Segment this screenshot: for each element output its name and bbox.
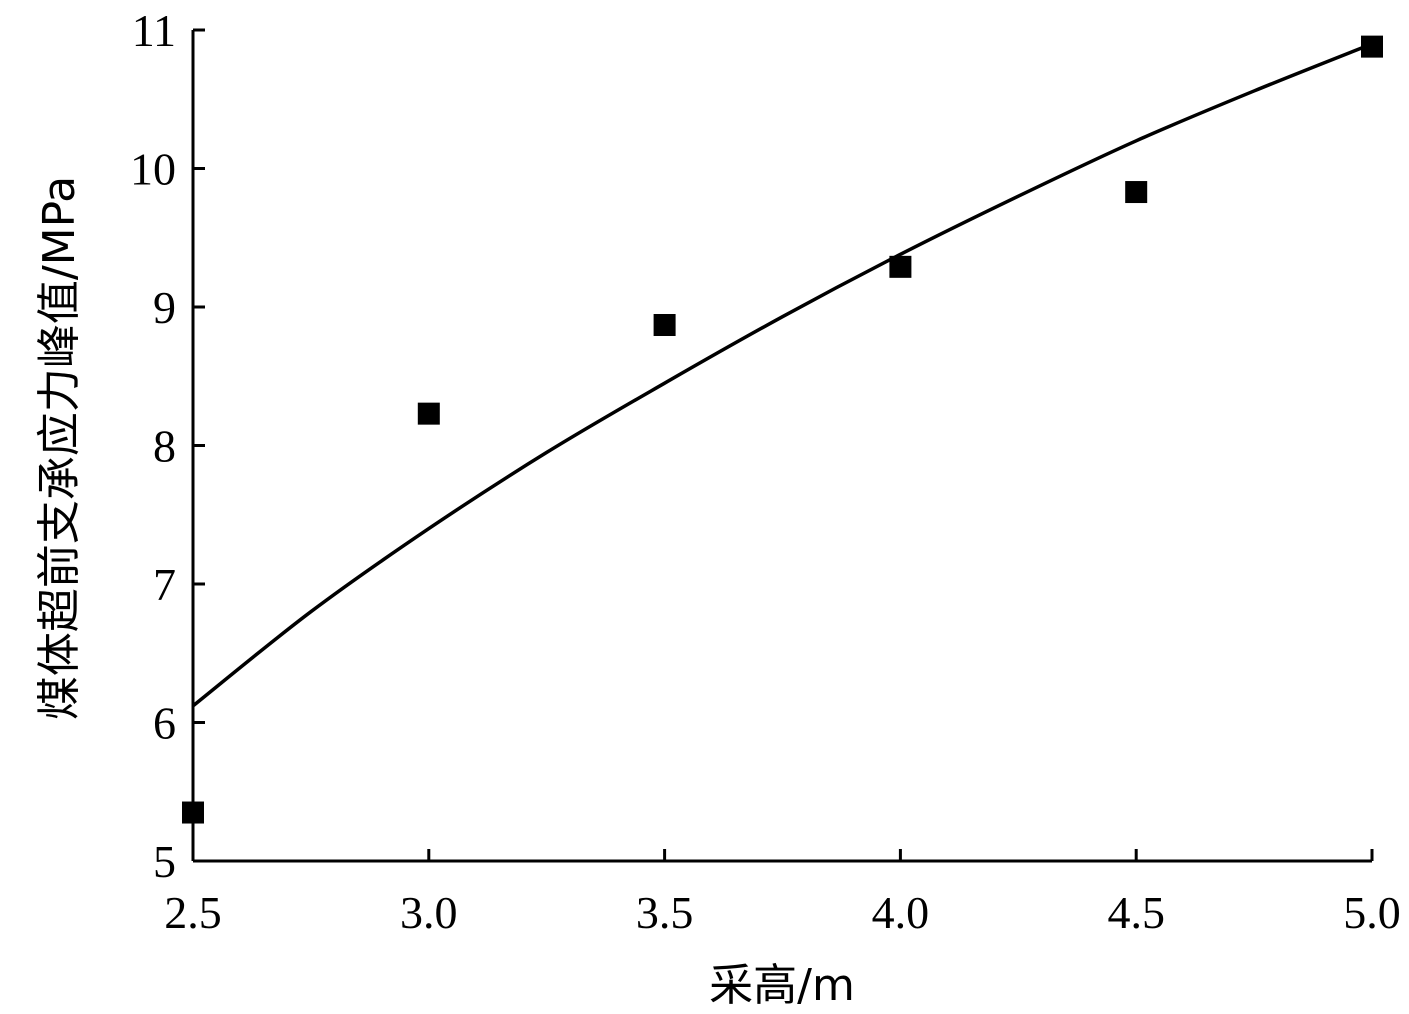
data-point	[417, 402, 440, 425]
y-tick-label: 5	[153, 836, 176, 887]
x-ticks: 2.5 3.0 3.5 4.0 4.5 5.0	[164, 849, 1401, 938]
y-axis-title: 煤体超前支承应力峰值/MPa	[34, 176, 85, 720]
fit-curve	[191, 42, 1373, 708]
x-tick-label: 4.5	[1107, 887, 1165, 938]
y-ticks: 5 6 7 8 9 10 11	[130, 5, 205, 887]
x-tick-label: 3.0	[400, 887, 458, 938]
x-tick-label: 3.5	[636, 887, 694, 938]
y-tick-label: 10	[130, 144, 176, 195]
x-tick-label: 2.5	[164, 887, 222, 938]
data-point	[1125, 181, 1148, 204]
x-axis-title: 采高/m	[709, 960, 855, 1011]
y-tick-label: 11	[132, 5, 176, 56]
x-tick-label: 4.0	[872, 887, 930, 938]
axes	[191, 30, 1372, 863]
y-tick-label: 7	[153, 559, 176, 610]
y-tick-label: 6	[153, 698, 176, 749]
data-point	[182, 801, 204, 824]
data-point	[1361, 35, 1383, 58]
y-tick-label: 9	[153, 282, 176, 333]
data-point	[889, 255, 912, 278]
y-tick-label: 8	[153, 421, 176, 472]
x-tick-label: 5.0	[1343, 887, 1401, 938]
series-group	[182, 35, 1383, 824]
data-point	[653, 314, 676, 337]
